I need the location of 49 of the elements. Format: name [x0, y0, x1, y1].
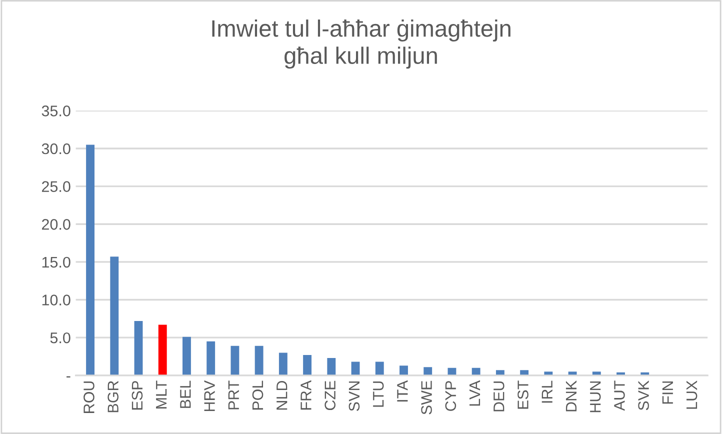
- x-tick-label: HRV: [204, 380, 215, 412]
- bar: [110, 256, 119, 376]
- bar: [134, 320, 143, 376]
- y-tick-label: -: [66, 376, 70, 378]
- x-tick-label: EST: [518, 380, 528, 409]
- y-tick-label: 30.0: [42, 143, 70, 154]
- x-tick-label: LVA: [470, 380, 480, 406]
- x-tick-label: SWE: [421, 380, 432, 414]
- bar: [303, 354, 312, 376]
- x-tick-label: BGR: [108, 380, 118, 412]
- bar: [158, 324, 167, 376]
- bar: [400, 366, 408, 376]
- y-tick-label: 15.0: [42, 256, 70, 268]
- x-tick-label: LTU: [373, 381, 384, 407]
- bar: [206, 341, 216, 376]
- x-tick-label: HUN: [590, 382, 601, 412]
- y-tick-label: 10.0: [42, 294, 70, 306]
- y-tick-label: 25.0: [42, 181, 70, 192]
- x-tick-label: CYP: [445, 381, 456, 411]
- y-tick-label: 20.0: [42, 219, 70, 230]
- x-tick-label: ITA: [397, 380, 408, 402]
- y-tick-label: 5.0: [50, 332, 70, 344]
- x-tick-label: POL: [252, 380, 264, 410]
- bar: [230, 346, 240, 376]
- x-tick-label: CZE: [324, 380, 336, 410]
- x-tick-label: SVN: [348, 382, 360, 411]
- bar: [182, 336, 191, 376]
- x-tick-label: AUT: [614, 380, 625, 411]
- x-tick-label: SVK: [638, 380, 649, 410]
- bar: [254, 346, 264, 376]
- x-tick-label: ESP: [132, 381, 143, 410]
- x-tick-label: MLT: [156, 380, 167, 408]
- bar: [278, 352, 288, 376]
- x-tick-label: FRA: [300, 380, 312, 410]
- x-tick-label: FIN: [662, 382, 673, 404]
- x-tick-label: NLD: [276, 381, 288, 410]
- bar: [86, 144, 94, 376]
- bar: [327, 358, 336, 376]
- x-tick-label: DEU: [494, 381, 504, 412]
- x-tick-label: DNK: [566, 380, 576, 412]
- x-tick-label: BEL: [180, 380, 191, 408]
- bar: [424, 367, 432, 376]
- bar: [375, 362, 384, 376]
- x-tick-label: IRL: [542, 380, 552, 403]
- y-tick-label: 35.0: [42, 106, 70, 116]
- x-tick-label: LUX: [686, 380, 698, 409]
- chart-title: Imwiet tul l-aħħar ġimagħtejn għal kull miljun: [212, 20, 510, 69]
- x-tick-label: PRT: [228, 380, 239, 410]
- x-tick-label: ROU: [84, 381, 94, 413]
